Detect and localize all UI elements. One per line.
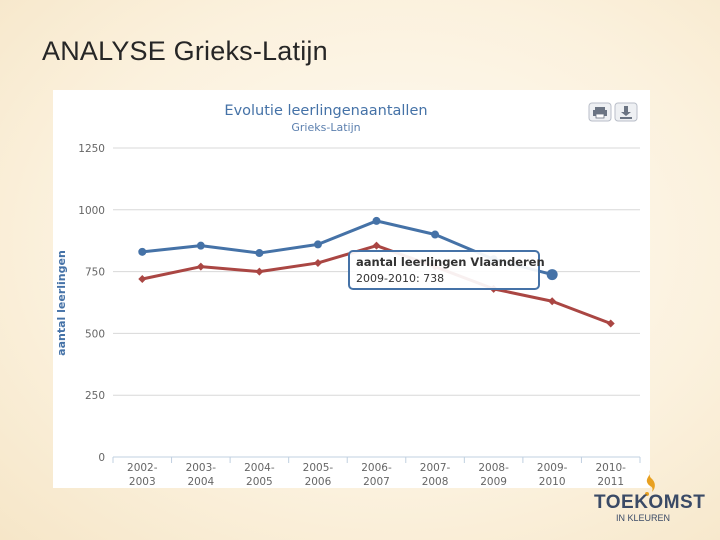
tooltip-point-label: 2009-2010: 738 — [356, 272, 444, 285]
chart-panel: Evolutie leerlingenaantallen Grieks-Lati… — [53, 90, 650, 488]
data-point[interactable] — [546, 269, 558, 281]
chart-title: Evolutie leerlingenaantallen — [224, 103, 427, 119]
y-axis-label: aantal leerlingen — [55, 250, 68, 356]
x-tick-label: 2008 — [422, 476, 449, 488]
data-point[interactable] — [548, 297, 557, 306]
data-point[interactable] — [372, 216, 381, 225]
x-tick-label: 2004- — [244, 462, 275, 474]
x-tick-label: 2003 — [129, 476, 156, 488]
chart-subtitle: Grieks-Latijn — [291, 121, 360, 134]
slide-title: ANALYSE Grieks-Latijn — [42, 36, 328, 66]
x-tick-label: 2008- — [478, 462, 509, 474]
print-icon — [593, 107, 607, 119]
print-button[interactable] — [588, 102, 612, 122]
data-point[interactable] — [606, 319, 615, 328]
data-point[interactable] — [196, 241, 205, 250]
data-point[interactable] — [313, 258, 322, 267]
data-point[interactable] — [431, 230, 440, 239]
x-tick-label: 2007- — [420, 462, 451, 474]
y-tick-label: 500 — [85, 328, 105, 340]
x-tick-label: 2009 — [480, 476, 507, 488]
x-tick-label: 2009- — [537, 462, 568, 474]
x-tick-label: 2006 — [305, 476, 332, 488]
x-tick-label: 2010 — [539, 476, 566, 488]
x-tick-label: 2003- — [186, 462, 217, 474]
y-tick-label: 1250 — [78, 143, 105, 155]
data-point[interactable] — [313, 240, 322, 249]
download-button[interactable] — [614, 102, 638, 122]
y-tick-label: 250 — [85, 390, 105, 402]
x-tick-label: 2005- — [303, 462, 334, 474]
tooltip-series-label: aantal leerlingen Vlaanderen — [356, 255, 545, 269]
download-icon — [620, 106, 632, 119]
tooltip: aantal leerlingen Vlaanderen 2009-2010: 7… — [348, 250, 545, 290]
data-point[interactable] — [138, 247, 147, 256]
brand-logo: TOEKOMST IN KLEUREN — [590, 470, 705, 532]
logo-sub-text: IN KLEUREN — [616, 513, 671, 523]
y-tick-label: 750 — [85, 267, 105, 279]
x-tick-label: 2011 — [597, 476, 624, 488]
x-tick-label: 2004 — [187, 476, 214, 488]
x-tick-label: 2002- — [127, 462, 158, 474]
data-point[interactable] — [372, 241, 381, 250]
x-tick-label: 2005 — [246, 476, 273, 488]
x-tick-label: 2006- — [361, 462, 392, 474]
flame-logo-icon — [645, 470, 655, 496]
y-tick-label: 0 — [98, 452, 105, 464]
tooltip-box — [348, 250, 540, 290]
data-point[interactable] — [255, 267, 264, 276]
logo-main-text: TOEKOMST — [594, 492, 706, 513]
x-tick-label: 2007 — [363, 476, 390, 488]
x-tick-label: 2010- — [595, 462, 626, 474]
data-point[interactable] — [255, 249, 264, 258]
x-axis: 2002- 2003 2003- 2004 2004- 2005 2005- 2006 2006… — [112, 456, 641, 488]
line-chart: Evolutie leerlingenaantallen Grieks-Lati… — [55, 102, 641, 488]
data-point[interactable] — [196, 262, 205, 271]
y-tick-label: 1000 — [78, 205, 105, 217]
data-point[interactable] — [138, 275, 147, 284]
